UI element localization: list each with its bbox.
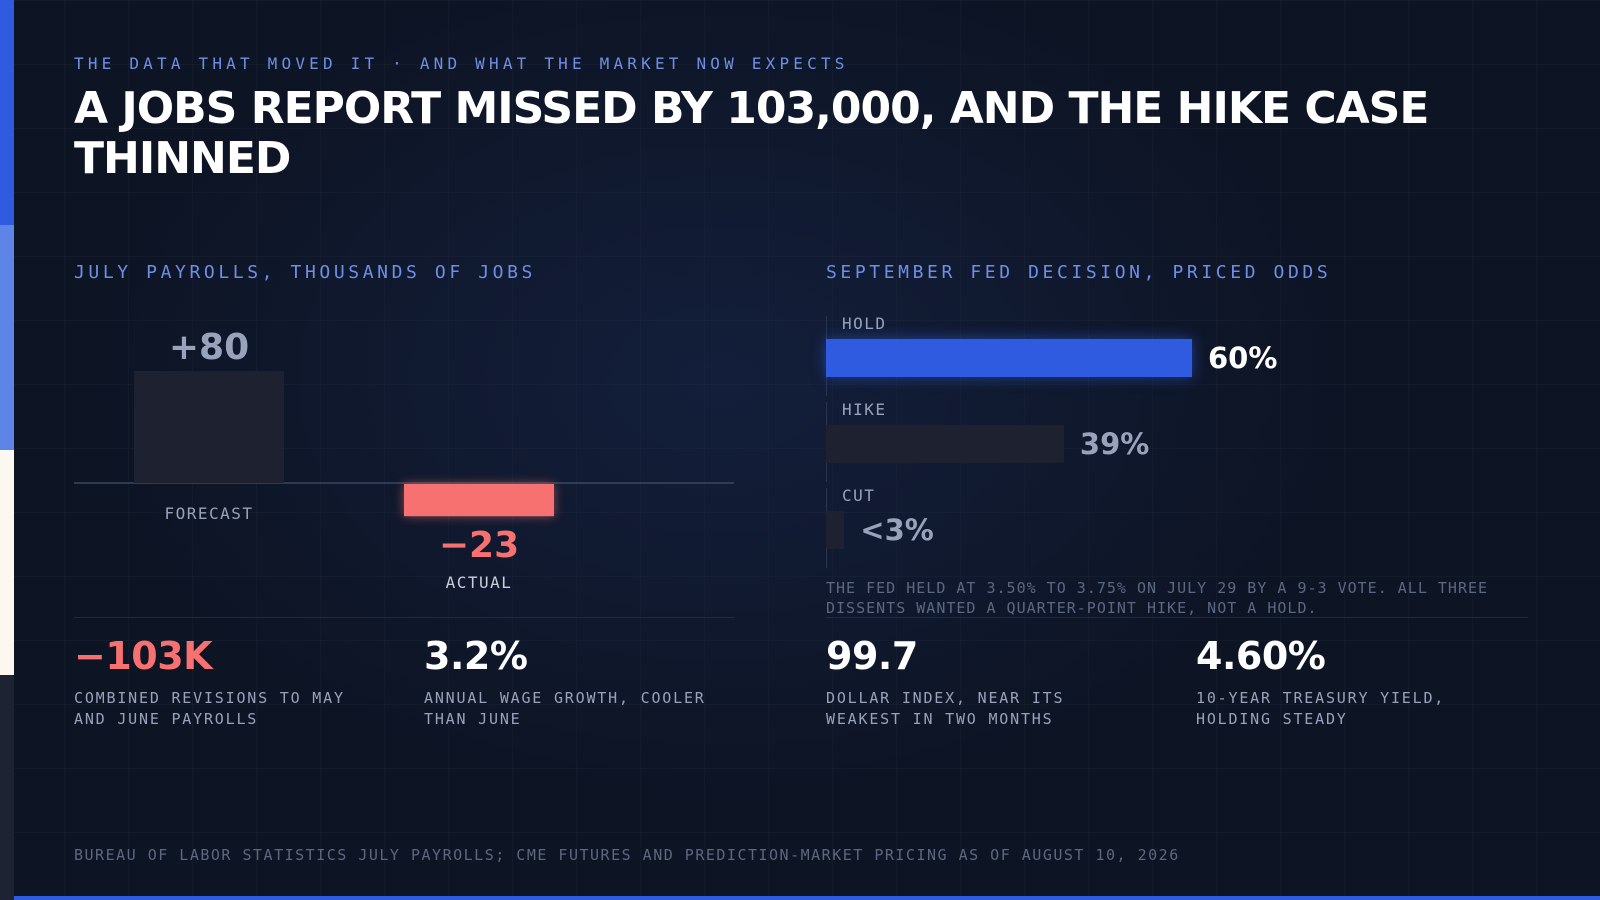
bar-forecast	[134, 371, 284, 483]
stat-description: DOLLAR INDEX, NEAR ITS WEAKEST IN TWO MO…	[826, 689, 1065, 728]
stat-value: 99.7	[826, 634, 918, 678]
stat-treasury-yield: 4.60% 10-YEAR TREASURY YIELD, HOLDING ST…	[1196, 634, 1496, 730]
odds-value-hike: 39%	[1079, 427, 1150, 461]
odds-bar-hold	[826, 339, 1192, 377]
payroll-bar-chart: +80 FORECAST −23 ACTUAL	[74, 327, 734, 592]
value-label-actual: −23	[439, 525, 519, 566]
bottom-accent-line	[14, 896, 1600, 900]
stat-description: 10-YEAR TREASURY YIELD, HOLDING STEADY	[1196, 689, 1446, 728]
stat-value: 3.2%	[424, 634, 528, 678]
kicker: THE DATA THAT MOVED IT · AND WHAT THE MA…	[74, 54, 849, 73]
stat-description: COMBINED REVISIONS TO MAY AND JUNE PAYRO…	[74, 689, 345, 728]
category-label-actual: ACTUAL	[446, 573, 513, 592]
accent-strip-lower	[0, 450, 14, 675]
odds-chart-title: SEPTEMBER FED DECISION, PRICED ODDS	[826, 262, 1332, 283]
accent-strip-bottom	[0, 675, 14, 900]
odds-label-hike: HIKE	[842, 400, 887, 419]
odds-bar-hike	[826, 425, 1064, 463]
headline: A JOBS REPORT MISSED BY 103,000, AND THE…	[74, 83, 1429, 184]
stat-wage-growth: 3.2% ANNUAL WAGE GROWTH, COOLER THAN JUN…	[424, 634, 724, 730]
divider-left	[74, 617, 734, 618]
value-label-forecast: +80	[169, 327, 249, 368]
bar-actual	[404, 484, 554, 517]
accent-strip-upper	[0, 225, 14, 450]
stat-description: ANNUAL WAGE GROWTH, COOLER THAN JUNE	[424, 689, 706, 728]
category-label-forecast: FORECAST	[164, 504, 253, 523]
odds-label-cut: CUT	[842, 486, 876, 505]
stat-value: −103K	[74, 634, 213, 678]
payroll-chart-title: JULY PAYROLLS, THOUSANDS OF JOBS	[74, 262, 536, 283]
stat-value: 4.60%	[1196, 634, 1326, 678]
divider-right	[826, 617, 1528, 618]
odds-row-hold: HOLD 60%	[826, 312, 1526, 398]
source-note: BUREAU OF LABOR STATISTICS JULY PAYROLLS…	[74, 846, 1180, 864]
odds-value-cut: <3%	[860, 513, 934, 547]
odds-row-hike: HIKE 39%	[826, 398, 1526, 484]
odds-value-hold: 60%	[1208, 341, 1278, 375]
odds-label-hold: HOLD	[842, 314, 887, 333]
odds-row-cut: CUT <3%	[826, 484, 1526, 570]
stat-dollar-index: 99.7 DOLLAR INDEX, NEAR ITS WEAKEST IN T…	[826, 634, 1126, 730]
stat-revisions: −103K COMBINED REVISIONS TO MAY AND JUNE…	[74, 634, 384, 730]
fed-note: THE FED HELD AT 3.50% TO 3.75% ON JULY 2…	[826, 579, 1489, 617]
odds-bar-cut	[826, 511, 845, 549]
fed-odds-chart: HOLD 60% HIKE 39% CUT <3%	[826, 312, 1526, 570]
accent-strip-top	[0, 0, 14, 225]
